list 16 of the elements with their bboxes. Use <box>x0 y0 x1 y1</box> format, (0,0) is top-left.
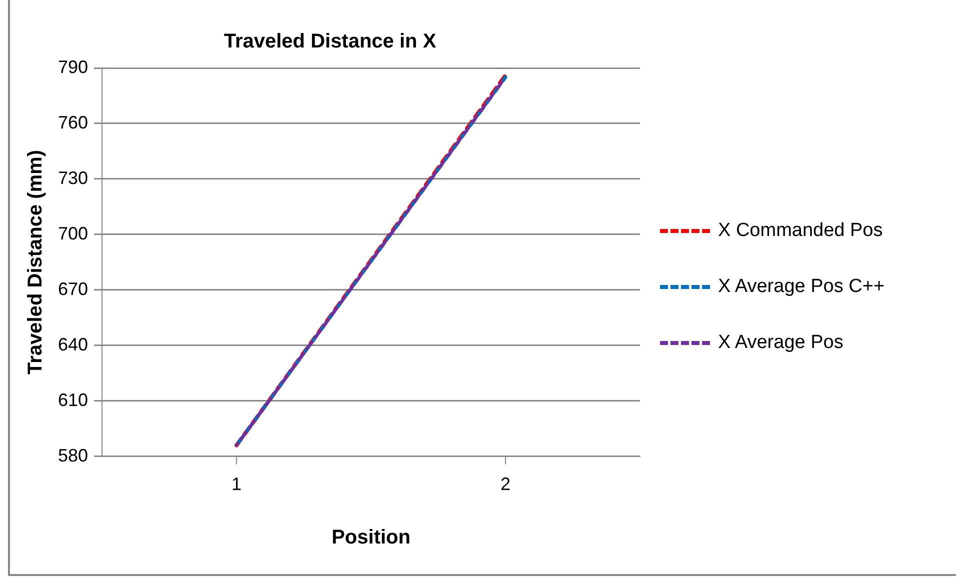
chart-title: Traveled Distance in X <box>224 30 437 53</box>
legend-label: X Average Pos C++ <box>718 276 885 298</box>
legend-label: X Commanded Pos <box>718 220 883 242</box>
y-tick-label: 730 <box>58 168 88 188</box>
y-tick-label: 610 <box>58 390 88 410</box>
x-tick-label: 1 <box>232 474 242 494</box>
y-tick-label: 700 <box>58 223 88 244</box>
y-tick-label: 790 <box>58 56 88 77</box>
x-axis-title: Position <box>332 526 410 549</box>
y-tick-label: 760 <box>58 112 88 132</box>
y-axis-title: Traveled Distance (mm) <box>24 150 47 374</box>
x-tick-label: 2 <box>500 474 511 494</box>
legend-label: X Average Pos <box>718 332 844 354</box>
y-tick-label: 670 <box>58 278 88 299</box>
y-tick-label: 580 <box>58 445 88 466</box>
y-tick-label: 640 <box>58 334 88 354</box>
